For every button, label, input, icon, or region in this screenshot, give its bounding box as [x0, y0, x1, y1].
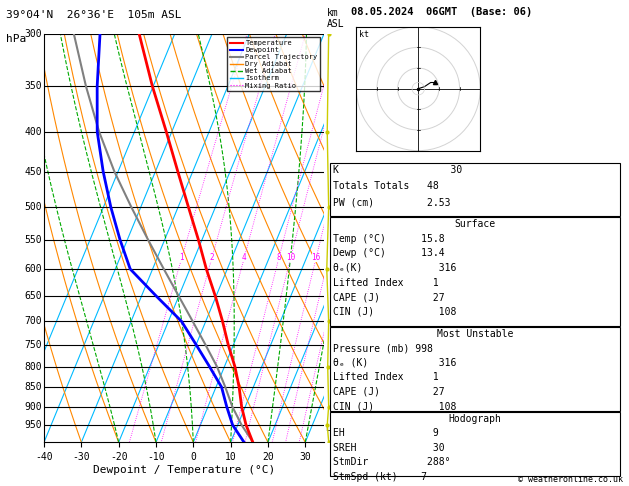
- Text: CAPE (J)         27: CAPE (J) 27: [333, 292, 445, 302]
- Text: LCL: LCL: [325, 424, 340, 433]
- Text: 750: 750: [25, 340, 42, 350]
- Text: 350: 350: [25, 81, 42, 91]
- Text: -5: -5: [333, 319, 344, 328]
- Text: hPa: hPa: [6, 34, 26, 44]
- Text: kt: kt: [359, 31, 369, 39]
- Text: -4: -4: [333, 345, 344, 354]
- Text: θₑ(K)             316: θₑ(K) 316: [333, 263, 457, 273]
- Text: 450: 450: [25, 167, 42, 176]
- Text: SREH             30: SREH 30: [333, 443, 445, 453]
- Text: 800: 800: [25, 362, 42, 372]
- Text: -2: -2: [333, 391, 344, 399]
- Text: -8: -8: [336, 229, 346, 238]
- Text: 850: 850: [25, 382, 42, 392]
- Text: CAPE (J)         27: CAPE (J) 27: [333, 387, 445, 397]
- Text: Lifted Index     1: Lifted Index 1: [333, 372, 439, 382]
- Text: -6: -6: [333, 292, 344, 301]
- Text: -7: -7: [333, 262, 344, 271]
- Text: StmSpd (kt)    7: StmSpd (kt) 7: [333, 472, 427, 482]
- Text: EH               9: EH 9: [333, 428, 439, 438]
- Text: 16: 16: [311, 253, 321, 262]
- Text: 8: 8: [277, 253, 281, 262]
- Text: 10: 10: [286, 253, 296, 262]
- X-axis label: Dewpoint / Temperature (°C): Dewpoint / Temperature (°C): [93, 465, 275, 475]
- Text: K                   30: K 30: [333, 165, 462, 175]
- Text: 08.05.2024  06GMT  (Base: 06): 08.05.2024 06GMT (Base: 06): [351, 7, 533, 17]
- Text: 600: 600: [25, 264, 42, 274]
- Text: StmDir          288°: StmDir 288°: [333, 457, 451, 468]
- Text: km
ASL: km ASL: [327, 8, 345, 29]
- Text: 500: 500: [25, 202, 42, 212]
- Text: -1: -1: [336, 411, 346, 420]
- Text: © weatheronline.co.uk: © weatheronline.co.uk: [518, 474, 623, 484]
- Text: Totals Totals   48: Totals Totals 48: [333, 181, 439, 191]
- Text: -4: -4: [336, 345, 346, 354]
- Text: 700: 700: [25, 316, 42, 326]
- Text: 650: 650: [25, 291, 42, 301]
- Text: 900: 900: [25, 401, 42, 412]
- Text: -3: -3: [333, 368, 344, 378]
- Text: 1: 1: [179, 253, 184, 262]
- Text: CIN (J)           108: CIN (J) 108: [333, 401, 457, 412]
- Text: Most Unstable: Most Unstable: [437, 329, 513, 339]
- Text: Pressure (mb) 998: Pressure (mb) 998: [333, 343, 433, 353]
- Text: 550: 550: [25, 235, 42, 244]
- Text: 300: 300: [25, 29, 42, 39]
- Text: -2: -2: [336, 391, 346, 399]
- Text: CIN (J)           108: CIN (J) 108: [333, 307, 457, 317]
- Text: 400: 400: [25, 126, 42, 137]
- Text: -7: -7: [336, 262, 346, 271]
- Text: -5: -5: [336, 319, 346, 328]
- Text: Dewp (°C)      13.4: Dewp (°C) 13.4: [333, 248, 445, 259]
- Text: -8: -8: [333, 229, 344, 238]
- Text: -1: -1: [333, 411, 344, 420]
- Text: Temp (°C)      15.8: Temp (°C) 15.8: [333, 234, 445, 244]
- Text: θₑ (K)            316: θₑ (K) 316: [333, 358, 457, 368]
- Text: 4: 4: [242, 253, 247, 262]
- Legend: Temperature, Dewpoint, Parcel Trajectory, Dry Adiabat, Wet Adiabat, Isotherm, Mi: Temperature, Dewpoint, Parcel Trajectory…: [227, 37, 320, 91]
- Text: 39°04'N  26°36'E  105m ASL: 39°04'N 26°36'E 105m ASL: [6, 10, 182, 20]
- Text: 950: 950: [25, 420, 42, 430]
- Text: Surface: Surface: [454, 219, 496, 229]
- Text: 2: 2: [209, 253, 214, 262]
- Text: Hodograph: Hodograph: [448, 414, 501, 424]
- Text: -6: -6: [336, 292, 346, 301]
- Text: -3: -3: [336, 368, 346, 378]
- Text: Lifted Index     1: Lifted Index 1: [333, 278, 439, 288]
- Text: PW (cm)         2.53: PW (cm) 2.53: [333, 197, 451, 208]
